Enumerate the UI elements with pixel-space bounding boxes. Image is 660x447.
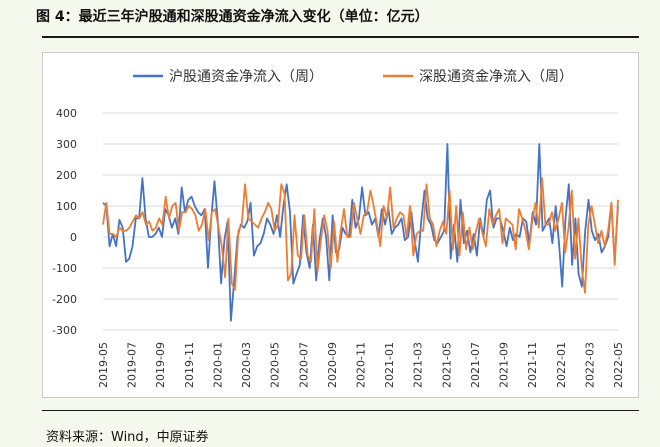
y-tick-label: -100 xyxy=(52,262,77,275)
source-note: 资料来源：Wind，中原证券 xyxy=(46,430,209,445)
top-divider xyxy=(42,36,639,38)
x-tick-label: 2022-03 xyxy=(583,342,596,388)
x-tick-label: 2020-07 xyxy=(297,342,310,388)
x-tick-label: 2021-05 xyxy=(440,342,453,388)
legend-item-sgt-label: 深股通资金净流入（周） xyxy=(419,69,573,85)
x-tick-label: 2019-09 xyxy=(154,342,167,388)
x-tick-label: 2021-03 xyxy=(412,342,425,388)
x-tick-label: 2022-01 xyxy=(555,342,568,388)
y-tick-label: 300 xyxy=(56,138,77,151)
y-tick-label: 200 xyxy=(56,169,77,182)
line-chart: -300 -200 -100 0 100 200 300 400 2019-05 2019-07 2… xyxy=(52,69,625,388)
y-tick-label: -200 xyxy=(52,293,77,306)
x-tick-label: 2020-09 xyxy=(326,342,339,388)
y-tick-label: 0 xyxy=(70,231,77,244)
axes: -300 -200 -100 0 100 200 300 400 2019-05 2019-07 2… xyxy=(52,107,625,388)
x-tick-label: 2021-07 xyxy=(469,342,482,388)
chart-panel: -300 -200 -100 0 100 200 300 400 2019-05 2019-07 2… xyxy=(42,52,639,398)
y-tick-label: -300 xyxy=(52,324,77,337)
x-tick-label: 2020-05 xyxy=(269,342,282,388)
x-tick-label: 2019-11 xyxy=(183,342,196,388)
series xyxy=(102,143,619,322)
y-tick-label: 100 xyxy=(56,200,77,213)
x-tick-label: 2019-07 xyxy=(126,342,139,388)
x-tick-label: 2021-09 xyxy=(498,342,511,388)
x-tick-label: 2019-05 xyxy=(97,342,110,388)
x-tick-label: 2020-11 xyxy=(355,342,368,388)
x-tick-label: 2021-01 xyxy=(383,342,396,388)
series-line-sgt xyxy=(102,177,619,294)
legend: 沪股通资金净流入（周） 深股通资金净流入（周） xyxy=(133,69,573,85)
figure-title: 图 4：最近三年沪股通和深股通资金净流入变化（单位：亿元） xyxy=(36,9,429,25)
x-tick-label: 2020-01 xyxy=(211,342,224,388)
x-tick-label: 2021-11 xyxy=(526,342,539,388)
y-tick-label: 400 xyxy=(56,107,77,120)
bottom-divider xyxy=(42,410,639,411)
x-tick-label: 2020-03 xyxy=(240,342,253,388)
x-tick-label: 2022-05 xyxy=(612,342,625,388)
legend-item-hgt-label: 沪股通资金净流入（周） xyxy=(169,69,323,85)
